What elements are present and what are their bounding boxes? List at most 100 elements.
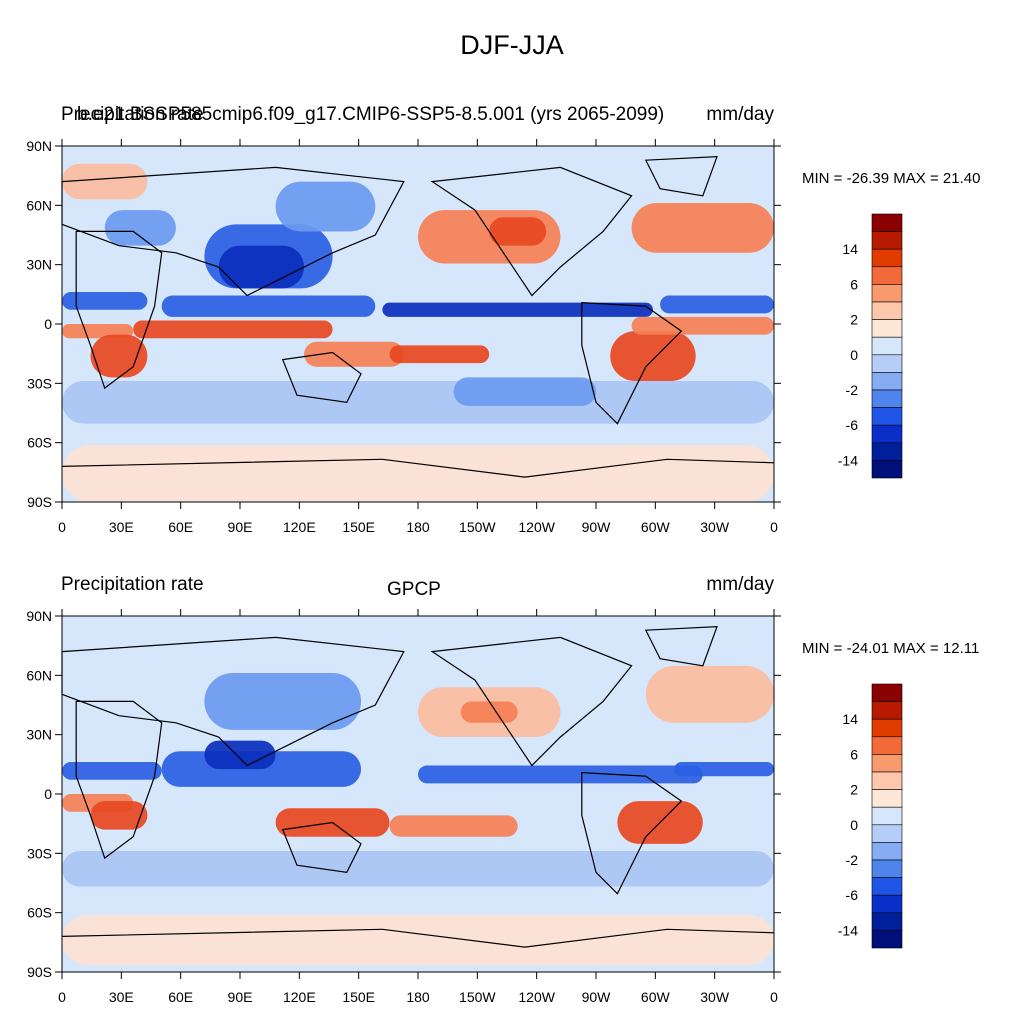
panel2-xtick-label: 60W — [641, 989, 671, 1005]
panel1-xtick-label: 60E — [168, 519, 193, 535]
panel1-coastline — [75, 230, 163, 390]
panel2-xtick-label: 0 — [770, 989, 778, 1005]
panel1-field-blob — [218, 245, 305, 289]
panel1-colorbar-segment — [871, 213, 903, 232]
panel1-field-blob — [62, 291, 148, 310]
panel1-colorbar-label: 2 — [850, 312, 858, 328]
panel2-colorbar-label: -2 — [846, 852, 859, 868]
panel2-coastline — [581, 771, 683, 895]
panel1-colorbar-segment — [871, 248, 903, 268]
panel1-coastline — [61, 458, 775, 478]
panel2-xtick-label: 90W — [582, 989, 612, 1005]
panel2-ytick-label: 60S — [27, 905, 52, 921]
panel2-ytick-label: 60N — [26, 667, 52, 683]
panel1-field-blob — [489, 217, 547, 246]
panel2-coastline — [430, 636, 633, 767]
panel1-field-blob — [161, 295, 376, 317]
panel1-xtick-label: 90W — [582, 519, 612, 535]
panel2-minmax: MIN = -24.01 MAX = 12.11 — [802, 640, 980, 657]
panel1-colorbar-label: 6 — [850, 276, 858, 292]
panel2-colorbar-segment — [871, 754, 903, 773]
panel1-field-blob — [62, 163, 148, 200]
panel2-colorbar-label: -6 — [846, 887, 859, 903]
panel2-field-blob — [62, 761, 162, 780]
panel1-field-blob — [304, 341, 404, 367]
panel2-field-blob — [645, 665, 774, 723]
panel1-field-blob — [382, 302, 653, 317]
panel1-xtick-label: 0 — [58, 519, 66, 535]
panel1-xtick-label: 150W — [459, 519, 496, 535]
panel1-colorbar-segment — [871, 266, 903, 285]
panel1-center-label: b.e21.BSSP585cmip6.f09_g17.CMIP6-SSP5-8.… — [77, 104, 665, 125]
panel1-field-blob — [275, 181, 376, 232]
panel2-xtick-label: 150E — [342, 989, 375, 1005]
panel2-field-blob — [62, 915, 774, 965]
panel2-xtick-label: 60E — [168, 989, 193, 1005]
panel1-ytick-label: 90S — [27, 494, 52, 510]
panel1-field-blob — [631, 202, 774, 253]
panel1-left-label: Precipitation rate — [61, 104, 204, 125]
panel2-ytick-label: 90N — [26, 608, 52, 624]
panel2-colorbar-segment — [871, 894, 903, 914]
panel1-ytick-label: 30S — [27, 375, 52, 391]
panel1-colorbar-segment — [871, 301, 903, 320]
panel2-field-blob — [418, 765, 703, 784]
panel1-ytick-label: 60S — [27, 435, 52, 451]
panel1-colorbar-segment — [871, 284, 903, 303]
panel2-colorbar-segment — [871, 842, 903, 861]
panel1-xtick-label: 120W — [518, 519, 555, 535]
panel2-coastline — [281, 821, 362, 873]
panel1-colorbar-segment — [871, 460, 903, 479]
panel2-colorbar-segment — [871, 736, 903, 755]
panel2-colorbar-segment — [871, 718, 903, 738]
panel2-xtick-label: 30E — [109, 989, 134, 1005]
panel1-colorbar-label: -6 — [846, 417, 859, 433]
panel2-xtick-label: 180 — [406, 989, 430, 1005]
panel2-colorbar-label: 6 — [850, 746, 858, 762]
panel1-coastline — [61, 166, 405, 297]
panel2-colorbar-segment — [871, 701, 903, 720]
panel2-xtick-label: 120W — [518, 989, 555, 1005]
panel1-coastline — [644, 156, 718, 197]
panel2-xtick-label: 90E — [228, 989, 253, 1005]
panel1-colorbar-segment — [871, 442, 903, 461]
panel2-colorbar-label: 2 — [850, 782, 858, 798]
panel1-xtick-label: 90E — [228, 519, 253, 535]
panel2-left-label: Precipitation rate — [61, 574, 204, 595]
panel1-field-blob — [610, 331, 696, 381]
panel2-colorbar-label: 0 — [850, 817, 858, 833]
panel2-ytick-label: 30N — [26, 727, 52, 743]
panel1-colorbar-segment — [871, 336, 903, 356]
panel2-field — [61, 616, 775, 972]
panel1-coastline — [430, 166, 633, 297]
panel2-field-blob — [460, 701, 518, 723]
main-title: DJF-JJA — [460, 30, 564, 60]
panel1-field-blob — [62, 445, 774, 502]
panel1-field-blob — [389, 345, 490, 364]
panel2-colorbar-segment — [871, 877, 903, 896]
panel2-colorbar-segment — [871, 912, 903, 931]
panel2-colorbar-label: -14 — [838, 922, 858, 938]
panel1-ytick-label: 60N — [26, 197, 52, 213]
panel1-ytick-label: 30N — [26, 257, 52, 273]
panel2-colorbar-segment — [871, 683, 903, 702]
panel1-field-blob — [660, 295, 774, 314]
panel2-field-blob — [62, 850, 774, 887]
panel1-colorbar-label: -2 — [846, 382, 859, 398]
panel1-colorbar-segment — [871, 231, 903, 250]
panel1-colorbar-segment — [871, 424, 903, 444]
panel1-xtick-label: 150E — [342, 519, 375, 535]
panel2-coastline — [644, 626, 718, 667]
panel2-colorbar-segment — [871, 771, 903, 790]
panel1-field-blob — [133, 320, 333, 339]
panel2-coastline — [61, 928, 775, 948]
panel1-xtick-label: 180 — [406, 519, 430, 535]
panel2-colorbar-label: 14 — [842, 711, 858, 727]
panel2-field-blob — [204, 740, 276, 770]
panel2-colorbar-segment — [871, 789, 903, 808]
panel1-right-label: mm/day — [706, 104, 774, 125]
panel1-colorbar-segment — [871, 407, 903, 426]
panel2-field-blob — [674, 761, 774, 777]
panel2-colorbar-segment — [871, 859, 903, 878]
panel2-right-label: mm/day — [706, 574, 774, 595]
